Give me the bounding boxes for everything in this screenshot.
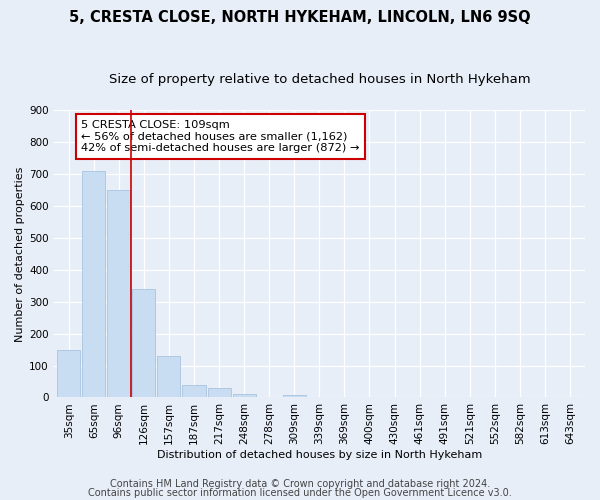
X-axis label: Distribution of detached houses by size in North Hykeham: Distribution of detached houses by size … xyxy=(157,450,482,460)
Y-axis label: Number of detached properties: Number of detached properties xyxy=(15,166,25,342)
Text: 5, CRESTA CLOSE, NORTH HYKEHAM, LINCOLN, LN6 9SQ: 5, CRESTA CLOSE, NORTH HYKEHAM, LINCOLN,… xyxy=(69,10,531,25)
Bar xyxy=(157,356,181,398)
Bar xyxy=(283,395,306,398)
Bar xyxy=(208,388,230,398)
Bar xyxy=(82,171,105,398)
Text: 5 CRESTA CLOSE: 109sqm
← 56% of detached houses are smaller (1,162)
42% of semi-: 5 CRESTA CLOSE: 109sqm ← 56% of detached… xyxy=(81,120,359,153)
Bar xyxy=(107,190,130,398)
Bar xyxy=(57,350,80,398)
Bar xyxy=(133,289,155,398)
Text: Contains HM Land Registry data © Crown copyright and database right 2024.: Contains HM Land Registry data © Crown c… xyxy=(110,479,490,489)
Text: Contains public sector information licensed under the Open Government Licence v3: Contains public sector information licen… xyxy=(88,488,512,498)
Bar xyxy=(182,384,206,398)
Bar xyxy=(233,394,256,398)
Title: Size of property relative to detached houses in North Hykeham: Size of property relative to detached ho… xyxy=(109,72,530,86)
